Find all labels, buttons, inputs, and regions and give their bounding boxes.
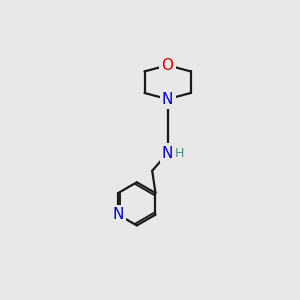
Text: O: O — [162, 58, 174, 73]
Text: N: N — [162, 92, 173, 106]
Text: N: N — [162, 146, 173, 160]
Text: H: H — [175, 147, 184, 160]
Text: N: N — [112, 207, 124, 222]
